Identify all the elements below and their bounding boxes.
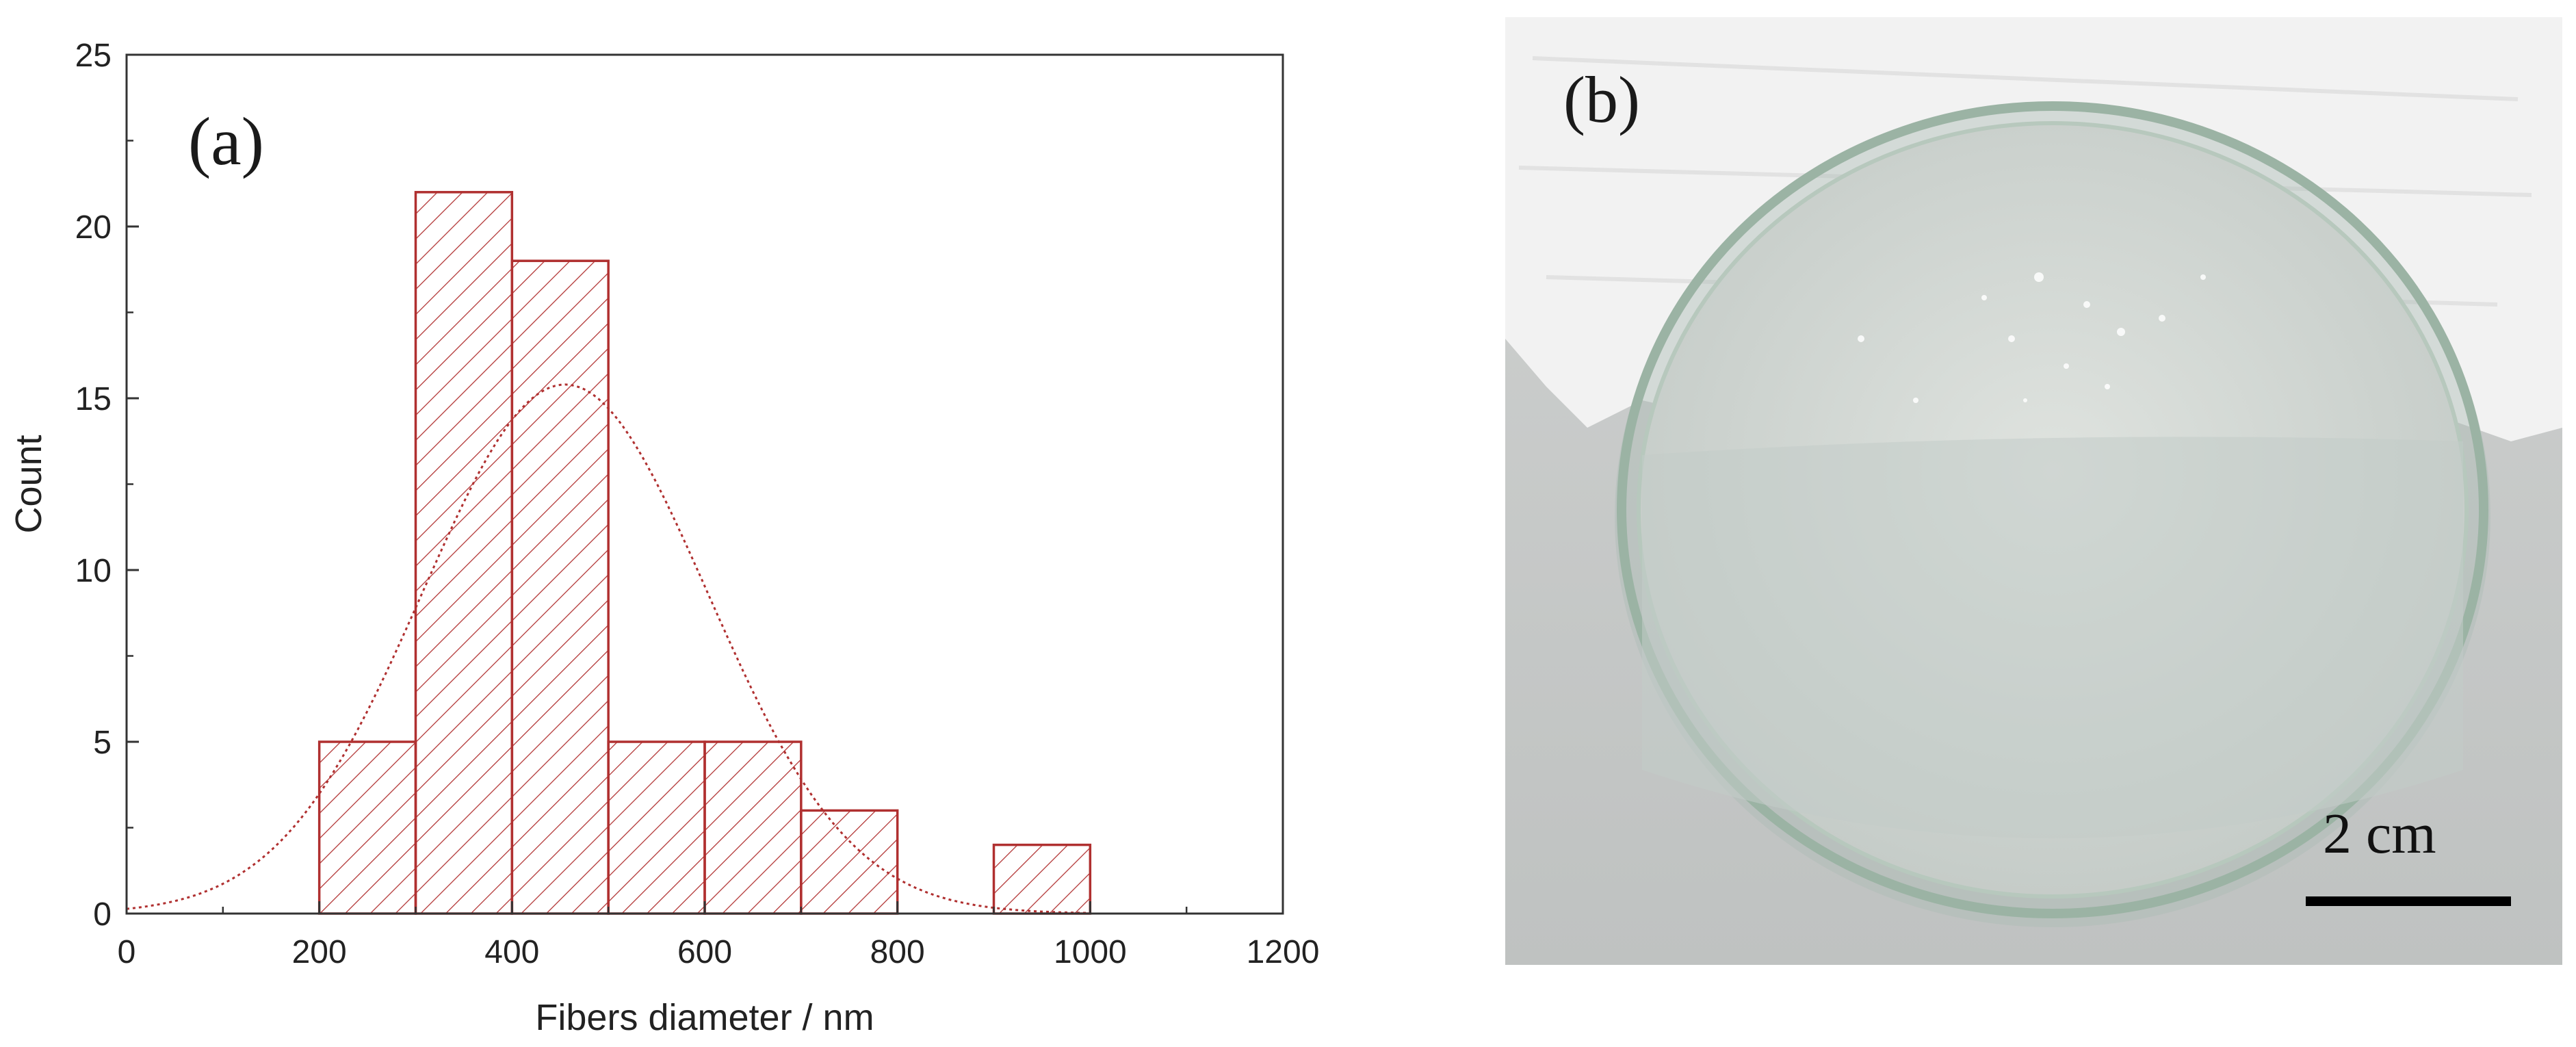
y-tick-label: 5 xyxy=(93,725,112,761)
petri-dish-photo: (b) 2 cm xyxy=(1505,17,2562,965)
y-tick-label: 0 xyxy=(93,896,112,933)
x-axis-ticks: 0 200 400 600 800 1000 1200 xyxy=(118,901,1320,970)
panel-label-b: (b) xyxy=(1563,63,1640,136)
panel-label-a: (a) xyxy=(188,103,264,179)
x-tick-label: 200 xyxy=(292,934,347,970)
x-tick-label: 1000 xyxy=(1054,934,1127,970)
y-axis-ticks: 0 5 10 15 20 25 xyxy=(75,38,139,933)
y-tick-label: 10 xyxy=(75,553,112,589)
x-tick-label: 1200 xyxy=(1247,934,1320,970)
histogram-bar xyxy=(414,191,514,915)
scale-bar xyxy=(2306,896,2511,906)
normal-fit-curve xyxy=(126,383,1091,914)
x-axis-label: Fibers diameter / nm xyxy=(535,997,874,1038)
y-tick-label: 20 xyxy=(75,209,112,246)
petri-dish-illustration xyxy=(1505,17,2562,965)
histogram-bars xyxy=(317,191,1092,915)
x-tick-label: 600 xyxy=(677,934,732,970)
x-tick-label: 800 xyxy=(870,934,925,970)
histogram-bar xyxy=(703,740,803,915)
histogram-chart: 0 5 10 15 20 25 0 200 400 600 800 1000 1200 Fibers … xyxy=(8,38,1320,1038)
histogram-bar xyxy=(607,740,706,915)
histogram-bar xyxy=(800,809,899,915)
y-axis-label: Count xyxy=(8,435,49,533)
scale-bar-label: 2 cm xyxy=(2323,802,2436,866)
histogram-bar xyxy=(317,740,417,915)
x-tick-label: 400 xyxy=(484,934,539,970)
histogram-bar xyxy=(510,259,610,915)
y-tick-label: 25 xyxy=(75,38,112,74)
histogram-bar xyxy=(992,843,1092,915)
x-tick-label: 0 xyxy=(118,934,136,970)
y-tick-label: 15 xyxy=(75,381,112,417)
